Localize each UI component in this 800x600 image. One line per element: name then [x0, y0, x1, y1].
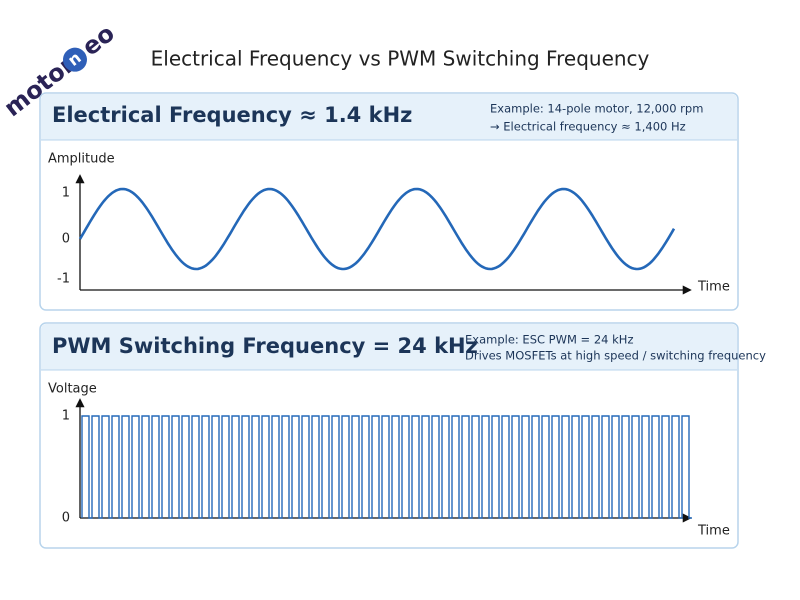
tick-label: 1: [62, 409, 70, 424]
panel-note: → Electrical frequency ≈ 1,400 Hz: [490, 120, 686, 134]
panel-header: [41, 324, 737, 370]
tick-label: 1: [62, 186, 70, 201]
panel-heading: PWM Switching Frequency = 24 kHz: [52, 334, 478, 358]
panel-note: Example: ESC PWM = 24 kHz: [465, 333, 633, 347]
pwm-wave: [81, 415, 692, 519]
panel-header: [41, 94, 737, 140]
x-axis-label: Time: [697, 524, 730, 539]
tick-label: -1: [57, 272, 70, 287]
panel-note: Example: 14-pole motor, 12,000 rpm: [490, 102, 703, 116]
logo-icon: [62, 47, 87, 72]
sine-wave: [78, 187, 676, 271]
panel-note: Drives MOSFETs at high speed / switching…: [465, 349, 766, 363]
page-title: Electrical Frequency vs PWM Switching Fr…: [151, 47, 650, 71]
y-axis-label: Amplitude: [48, 152, 115, 167]
tick-label: 0: [62, 511, 70, 526]
y-axis-label: Voltage: [48, 382, 97, 397]
x-axis-label: Time: [697, 280, 730, 295]
tick-label: 0: [62, 232, 70, 247]
panel-heading: Electrical Frequency ≈ 1.4 kHz: [52, 103, 412, 127]
